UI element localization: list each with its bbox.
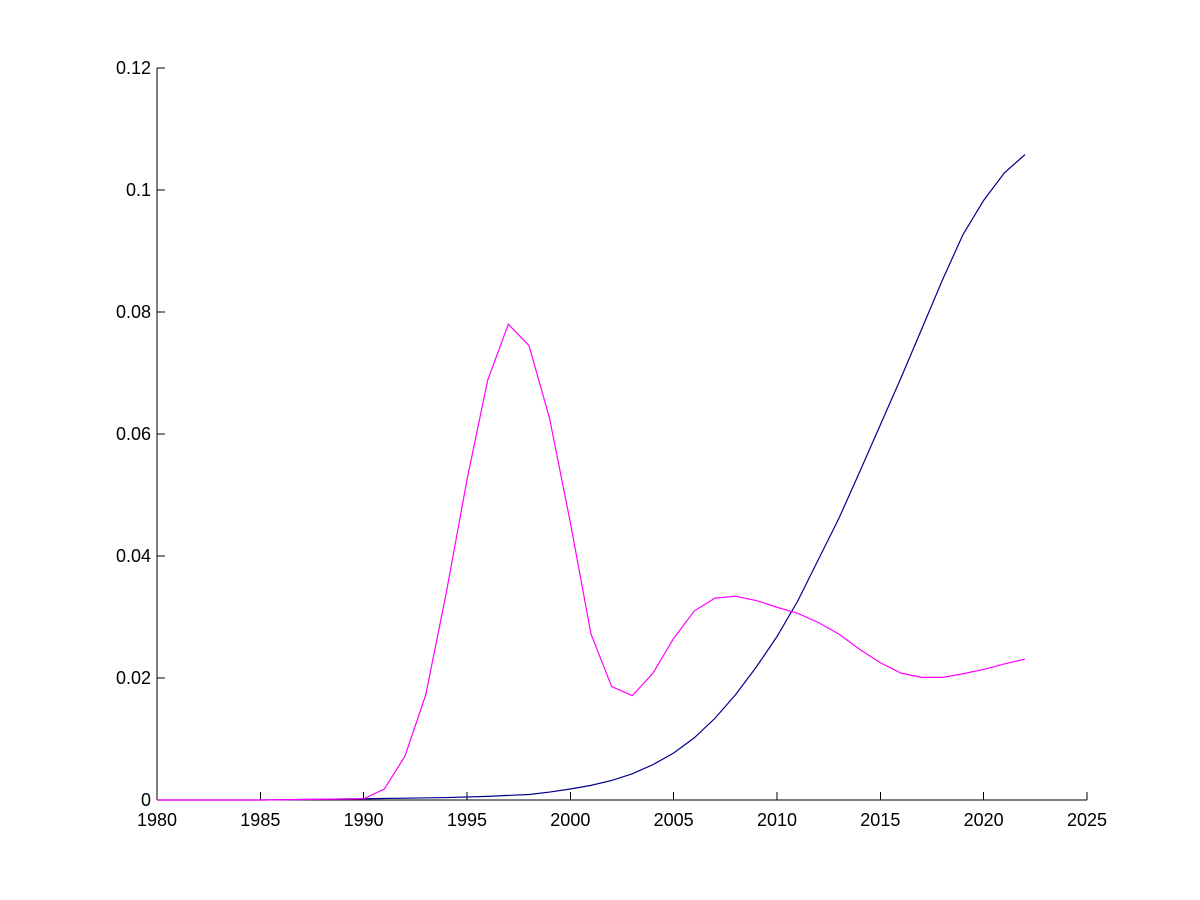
x-tick-label: 2025: [1067, 810, 1107, 830]
x-tick-label: 2005: [654, 810, 694, 830]
x-tick-label: 2000: [550, 810, 590, 830]
x-tick-label: 2015: [860, 810, 900, 830]
y-tick-label: 0.06: [116, 424, 151, 444]
y-tick-label: 0.04: [116, 546, 151, 566]
x-tick-label: 1990: [344, 810, 384, 830]
series-line-1: [157, 154, 1026, 801]
x-tick-label: 1980: [137, 810, 177, 830]
series-layer: [157, 154, 1026, 801]
y-axis-ticks: 0 0.02 0.04 0.06 0.08 0.1 0.12: [116, 58, 165, 810]
series-line-2: [157, 323, 1026, 801]
y-tick-label: 0.12: [116, 58, 151, 78]
x-axis-ticks: 1980 1985 1990 1995 2000 2005 2010 2015 2020 2025: [137, 792, 1107, 830]
y-tick-label: 0.08: [116, 302, 151, 322]
x-tick-label: 1995: [447, 810, 487, 830]
x-tick-label: 1985: [240, 810, 280, 830]
x-tick-label: 2020: [964, 810, 1004, 830]
x-tick-label: 2010: [757, 810, 797, 830]
y-tick-label: 0.1: [126, 180, 151, 200]
y-tick-label: 0: [141, 790, 151, 810]
y-tick-label: 0.02: [116, 668, 151, 688]
